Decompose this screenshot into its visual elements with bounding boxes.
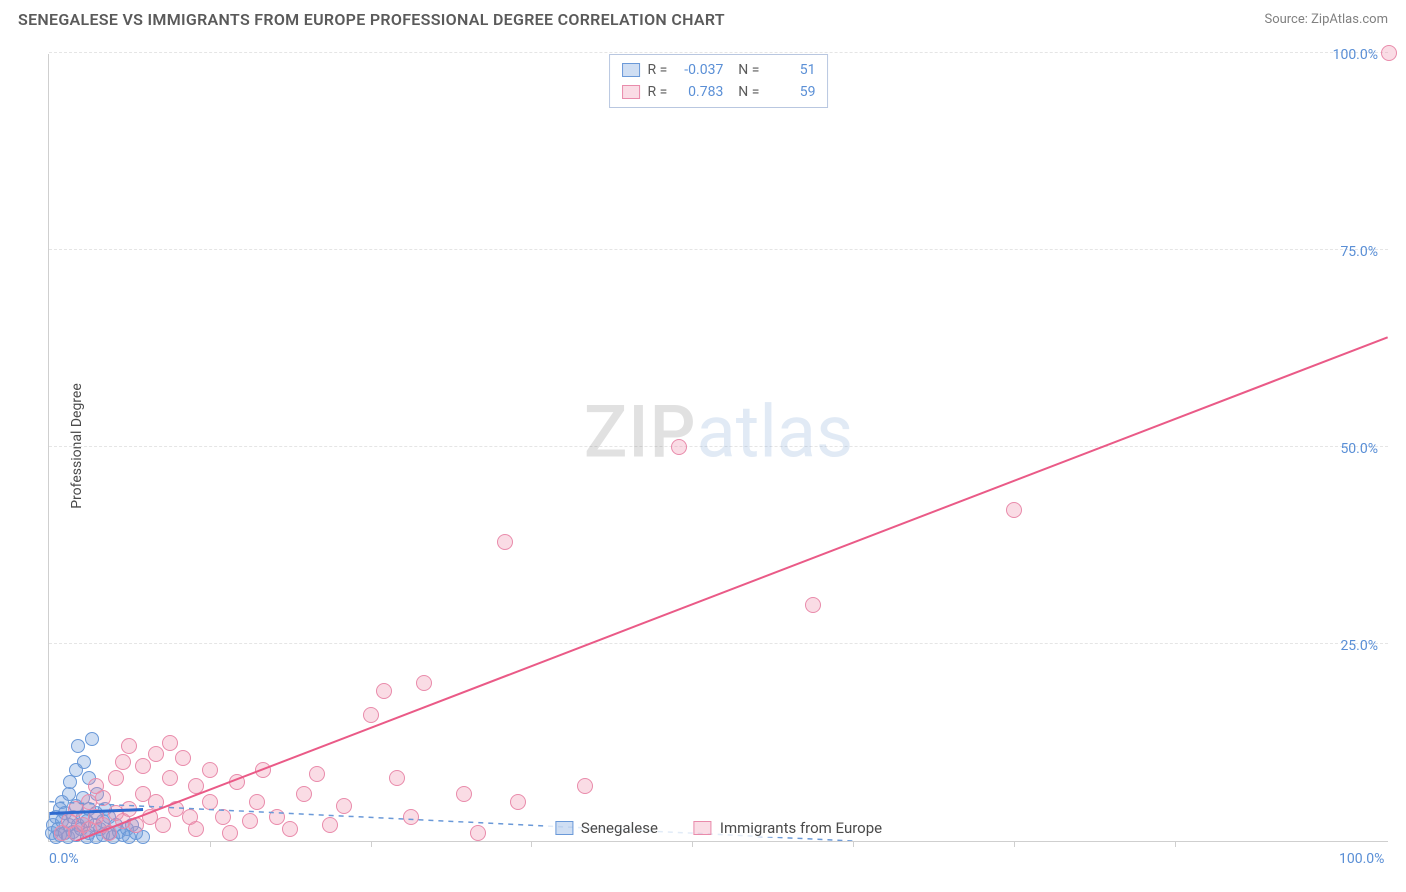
data-point-europe	[403, 809, 419, 825]
x-tick	[1175, 841, 1176, 847]
data-point-europe	[175, 750, 191, 766]
chart-title: SENEGALESE VS IMMIGRANTS FROM EUROPE PRO…	[18, 10, 725, 29]
data-point-europe	[255, 762, 271, 778]
data-point-europe	[148, 794, 164, 810]
correlation-legend-row-2: R = 0.783 N = 59	[622, 81, 816, 103]
data-point-europe	[456, 786, 472, 802]
data-point-europe	[376, 683, 392, 699]
gridline	[49, 446, 1388, 447]
data-point-europe	[510, 794, 526, 810]
n-label: N =	[731, 59, 759, 81]
data-point-europe	[162, 735, 178, 751]
x-tick-label: 100.0%	[1339, 851, 1384, 867]
x-tick	[692, 841, 693, 847]
r-label: R =	[648, 59, 668, 81]
data-point-europe	[336, 798, 352, 814]
y-tick-label: 25.0%	[1340, 638, 1378, 654]
data-point-europe	[497, 534, 513, 550]
data-point-europe	[309, 766, 325, 782]
watermark-left: ZIP	[584, 389, 697, 474]
correlation-legend: R = -0.037 N = 51 R = 0.783 N = 59	[609, 54, 829, 108]
legend-label: Senegalese	[581, 819, 658, 837]
data-point-europe	[296, 786, 312, 802]
r-label: R =	[648, 81, 668, 103]
data-point-europe	[101, 825, 117, 841]
chart-container: SENEGALESE VS IMMIGRANTS FROM EUROPE PRO…	[0, 0, 1406, 892]
y-tick-label: 100.0%	[1333, 47, 1378, 63]
header: SENEGALESE VS IMMIGRANTS FROM EUROPE PRO…	[0, 0, 1406, 35]
legend-item-europe: Immigrants from Europe	[694, 819, 882, 837]
data-point-europe	[115, 754, 131, 770]
series-legend: Senegalese Immigrants from Europe	[545, 819, 892, 837]
data-point-europe	[229, 774, 245, 790]
data-point-europe	[222, 825, 238, 841]
r-value-1: -0.037	[675, 59, 723, 81]
y-tick-label: 50.0%	[1340, 441, 1378, 457]
swatch-senegalese	[622, 63, 640, 77]
legend-label: Immigrants from Europe	[720, 819, 882, 837]
swatch-europe	[694, 821, 712, 835]
data-point-europe	[242, 813, 258, 829]
data-point-europe	[95, 790, 111, 806]
data-point-europe	[805, 597, 821, 613]
watermark: ZIPatlas	[584, 389, 853, 474]
data-point-europe	[162, 770, 178, 786]
data-point-europe	[282, 821, 298, 837]
data-point-europe	[148, 746, 164, 762]
gridline	[49, 52, 1388, 53]
data-point-europe	[135, 758, 151, 774]
source-attribution: Source: ZipAtlas.com	[1264, 12, 1388, 27]
data-point-europe	[363, 707, 379, 723]
data-point-europe	[108, 770, 124, 786]
data-point-senegalese	[85, 732, 99, 746]
data-point-europe	[269, 809, 285, 825]
data-point-europe	[215, 809, 231, 825]
data-point-europe	[202, 794, 218, 810]
y-tick-label: 75.0%	[1340, 244, 1378, 260]
r-value-2: 0.783	[675, 81, 723, 103]
data-point-senegalese	[71, 739, 85, 753]
correlation-legend-row-1: R = -0.037 N = 51	[622, 59, 816, 81]
plot-wrap: ZIPatlas R = -0.037 N = 51 R = 0.783 N =…	[48, 54, 1388, 842]
watermark-right: atlas	[697, 389, 854, 474]
data-point-europe	[202, 762, 218, 778]
data-point-senegalese	[77, 755, 91, 769]
x-tick	[210, 841, 211, 847]
data-point-europe	[416, 675, 432, 691]
data-point-europe	[577, 778, 593, 794]
swatch-senegalese	[555, 821, 573, 835]
n-value-1: 51	[767, 59, 815, 81]
data-point-europe	[155, 817, 171, 833]
n-label: N =	[731, 81, 759, 103]
legend-item-senegalese: Senegalese	[555, 819, 658, 837]
data-point-europe	[188, 821, 204, 837]
x-tick	[853, 841, 854, 847]
x-tick	[531, 841, 532, 847]
swatch-europe	[622, 85, 640, 99]
gridline	[49, 643, 1388, 644]
gridline	[49, 249, 1388, 250]
data-point-europe	[671, 439, 687, 455]
n-value-2: 59	[767, 81, 815, 103]
data-point-europe	[249, 794, 265, 810]
x-tick-label: 0.0%	[49, 851, 79, 867]
data-point-europe	[1006, 502, 1022, 518]
data-point-europe	[389, 770, 405, 786]
plot-area: ZIPatlas R = -0.037 N = 51 R = 0.783 N =…	[48, 54, 1388, 842]
x-tick	[1014, 841, 1015, 847]
data-point-europe	[188, 778, 204, 794]
data-point-europe	[121, 801, 137, 817]
data-point-europe	[1381, 45, 1397, 61]
data-point-europe	[121, 738, 137, 754]
x-tick	[371, 841, 372, 847]
trend-lines-layer	[49, 54, 1388, 841]
data-point-europe	[322, 817, 338, 833]
data-point-europe	[470, 825, 486, 841]
